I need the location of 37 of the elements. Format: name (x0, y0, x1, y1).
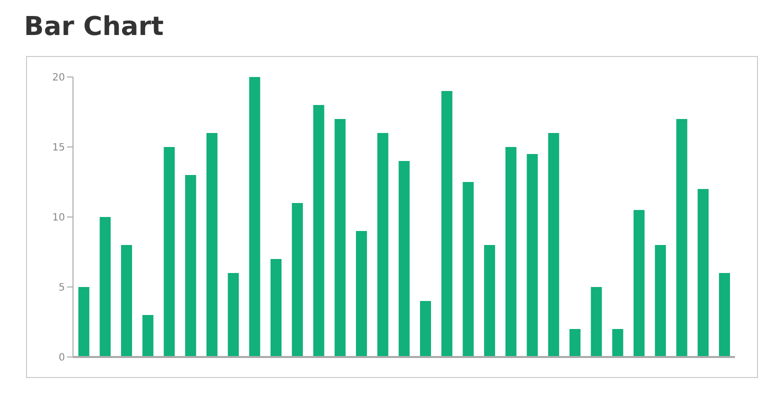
bar (676, 119, 688, 357)
bar (206, 133, 218, 357)
y-tick-label: 15 (52, 142, 65, 154)
bar (462, 182, 474, 357)
bar (334, 119, 346, 357)
bar (270, 259, 282, 357)
bar (484, 245, 496, 357)
bar (570, 329, 580, 357)
bar (164, 147, 175, 357)
bar (398, 161, 410, 357)
bar (505, 147, 516, 357)
bar (420, 301, 432, 357)
bar (526, 154, 538, 357)
bar (654, 245, 666, 357)
bar (377, 133, 388, 357)
bar (249, 77, 260, 357)
bar (313, 105, 324, 357)
bar (142, 315, 154, 357)
bar (100, 217, 111, 357)
bar (292, 203, 303, 357)
bar (718, 273, 730, 357)
bar (634, 210, 645, 357)
bar (121, 245, 132, 357)
bar (612, 329, 624, 357)
bar (548, 133, 560, 357)
bar (698, 189, 709, 357)
bar (185, 175, 196, 357)
y-tick-label: 10 (52, 212, 65, 224)
y-tick-label: 20 (52, 72, 65, 84)
chart-title: Bar Chart (24, 12, 165, 42)
bar (228, 273, 239, 357)
bar (590, 287, 602, 357)
bar (441, 91, 452, 357)
y-tick-label: 5 (58, 282, 65, 294)
bar (78, 287, 90, 357)
bar (356, 231, 367, 357)
y-tick-label: 0 (58, 352, 65, 364)
